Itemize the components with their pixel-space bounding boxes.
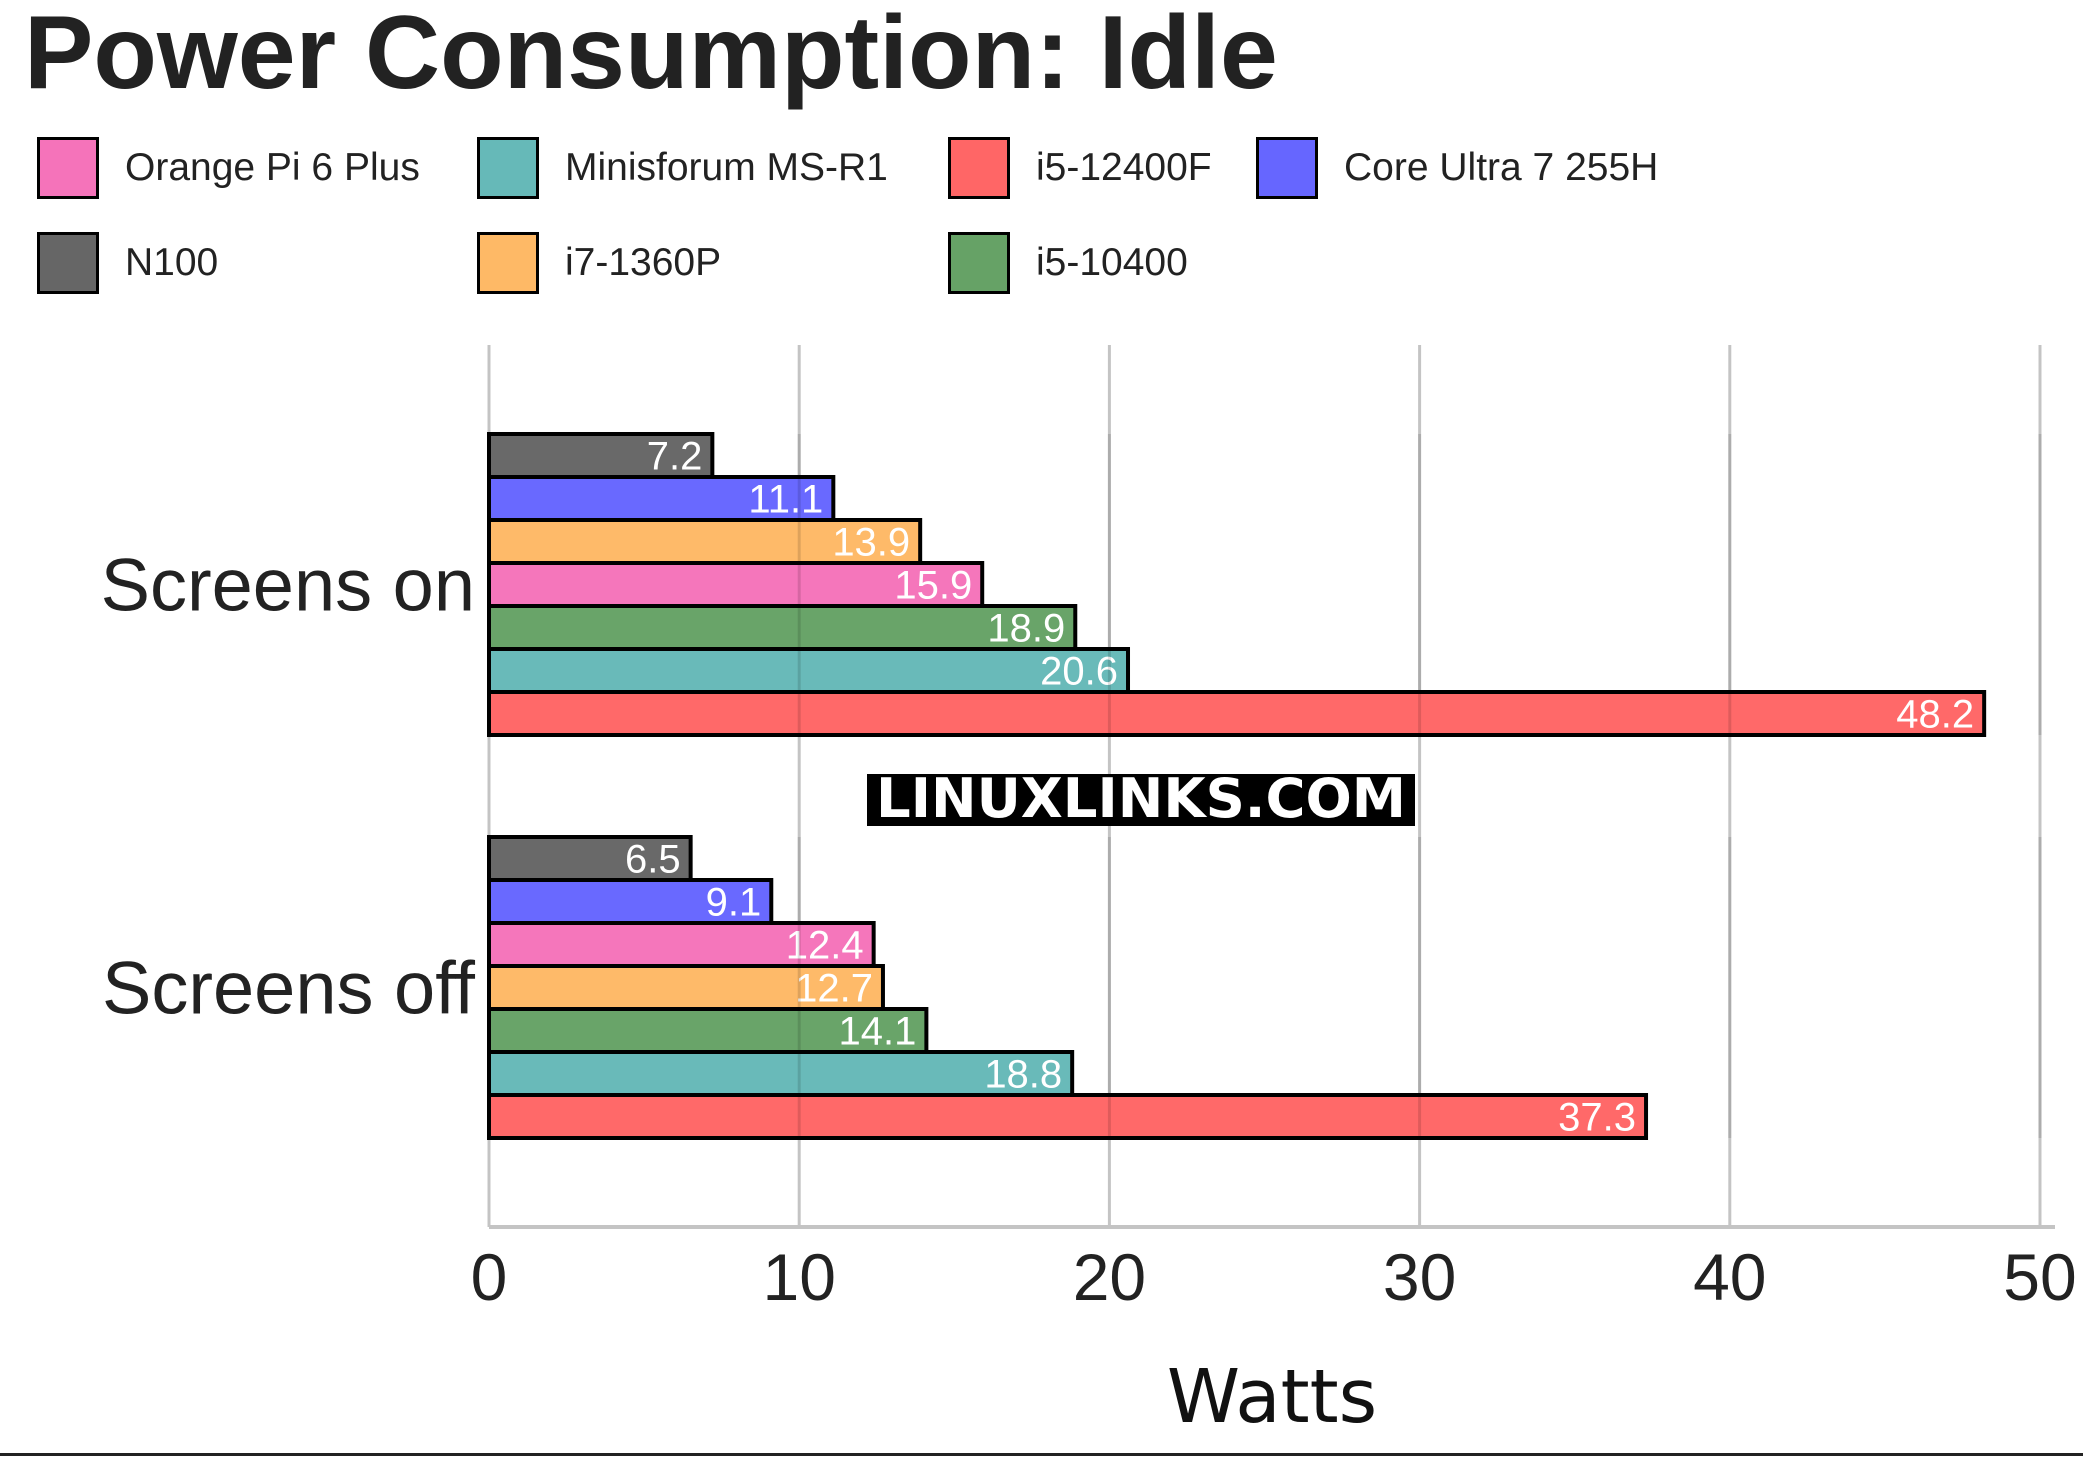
data-label: 12.4 [786, 924, 864, 968]
category-label: Screens off [102, 947, 475, 1030]
data-label: 20.6 [1040, 650, 1118, 694]
bar [487, 561, 985, 608]
legend-swatch [948, 232, 1010, 294]
data-label: 7.2 [647, 435, 703, 479]
watermark-box [867, 774, 1415, 826]
x-tick-label: 10 [762, 1240, 835, 1314]
legend-swatch [948, 137, 1010, 199]
legend-swatch [37, 232, 99, 294]
legend-label: Core Ultra 7 255H [1344, 146, 1659, 189]
data-label: 6.5 [625, 838, 681, 882]
bar [487, 878, 774, 925]
legend-item: Core Ultra 7 255H [1256, 133, 1658, 203]
category-label: Screens on [101, 544, 475, 627]
legend-label: i7-1360P [565, 241, 722, 284]
x-tick-label: 40 [1693, 1240, 1766, 1314]
data-label: 37.3 [1558, 1096, 1636, 1140]
data-label: 12.7 [795, 967, 873, 1011]
legend-swatch [1256, 137, 1318, 199]
bar [487, 518, 923, 565]
data-label: 13.9 [832, 521, 910, 565]
legend-swatch [37, 137, 99, 199]
legend-item: i5-10400 [948, 228, 1188, 298]
bar [487, 647, 1131, 694]
bar [487, 475, 836, 522]
legend-swatch [477, 232, 539, 294]
data-label: 15.9 [894, 564, 972, 608]
legend-item: i5-12400F [948, 133, 1212, 203]
data-label: 48.2 [1896, 693, 1974, 737]
data-label: 14.1 [839, 1010, 917, 1054]
bar [487, 964, 885, 1011]
bar [487, 921, 876, 968]
x-axis-title: Watts [1167, 1354, 1377, 1440]
legend-label: i5-10400 [1036, 241, 1188, 284]
data-label: 9.1 [706, 881, 762, 925]
legend-item: Minisforum MS-R1 [477, 133, 888, 203]
legend-label: Orange Pi 6 Plus [125, 146, 420, 189]
bottom-rule [0, 1453, 2083, 1456]
legend-label: Minisforum MS-R1 [565, 146, 888, 189]
legend-label: N100 [125, 241, 219, 284]
x-tick-label: 0 [471, 1240, 508, 1314]
x-tick-label: 50 [2003, 1240, 2076, 1314]
data-label: 18.8 [984, 1053, 1062, 1097]
bar [487, 1050, 1075, 1097]
legend-item: Orange Pi 6 Plus [37, 133, 420, 203]
bar [487, 690, 1987, 737]
legend-item: N100 [37, 228, 218, 298]
bar [487, 1093, 1649, 1140]
legend-label: i5-12400F [1036, 146, 1212, 189]
chart-title: Power Consumption: Idle [24, 0, 1278, 111]
data-label: 18.9 [987, 607, 1065, 651]
data-label: 11.1 [748, 478, 823, 522]
watermark: LINUXLINKS.COM [876, 767, 1406, 830]
x-tick-label: 20 [1073, 1240, 1146, 1314]
legend-swatch [477, 137, 539, 199]
legend-item: i7-1360P [477, 228, 721, 298]
x-tick-label: 30 [1383, 1240, 1456, 1314]
